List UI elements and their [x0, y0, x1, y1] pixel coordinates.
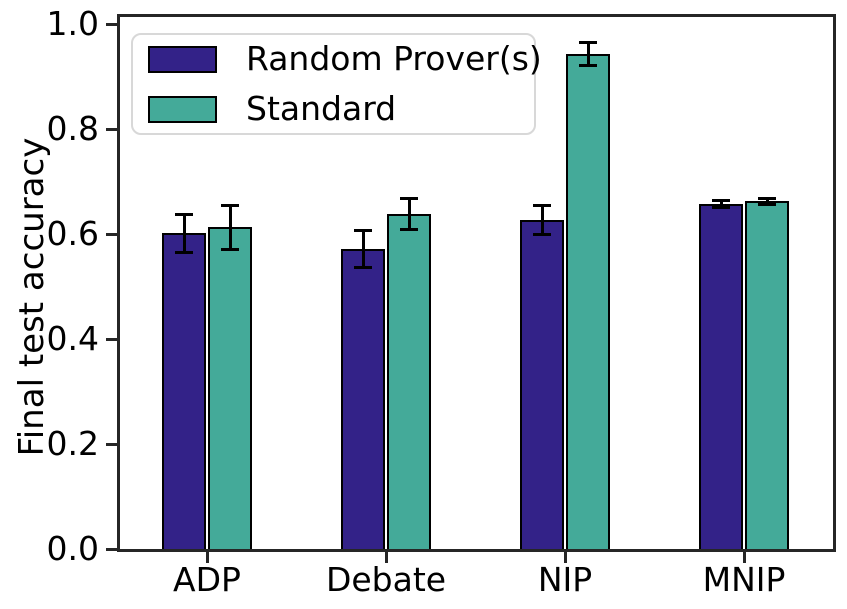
error-bar-line — [361, 230, 365, 268]
x-tick-mark — [205, 551, 209, 563]
error-bar-cap — [221, 203, 239, 207]
error-bar-cap — [712, 206, 730, 210]
bar-debate-random-prover-s — [341, 248, 385, 549]
error-bar-line — [228, 205, 232, 250]
legend-label: Standard — [246, 89, 397, 128]
x-tick-label-mnip: MNIP — [702, 560, 786, 599]
error-bar-line — [719, 200, 723, 208]
bar-nip-random-prover-s — [520, 219, 564, 549]
y-tick-label: 0.6 — [46, 214, 99, 253]
legend-label: Random Prover(s) — [246, 39, 542, 78]
legend-swatch — [148, 45, 217, 73]
error-bar-cap — [354, 228, 372, 232]
error-bar-cap — [579, 40, 597, 44]
error-bar-cap — [175, 251, 193, 255]
y-tick-label: 1.0 — [46, 4, 99, 43]
y-tick-label: 0.0 — [46, 529, 99, 568]
error-bar-line — [407, 198, 411, 230]
error-bar-cap — [712, 198, 730, 202]
x-tick-label-nip: NIP — [537, 560, 593, 599]
x-tick-label-adp: ADP — [173, 560, 241, 599]
y-tick-mark — [106, 337, 119, 341]
bar-debate-standard — [387, 214, 431, 549]
y-tick-label: 0.4 — [46, 319, 99, 358]
error-bar-cap — [533, 233, 551, 237]
y-tick-mark — [106, 127, 119, 131]
bar-adp-standard — [208, 227, 252, 549]
error-bar-cap — [400, 227, 418, 231]
legend: Random Prover(s) Standard — [131, 33, 542, 135]
x-tick-label-debate: Debate — [325, 560, 447, 599]
error-bar-cap — [354, 265, 372, 269]
bar-mnip-standard — [745, 201, 789, 549]
error-bar-cap — [533, 203, 551, 207]
error-bar-line — [540, 205, 544, 235]
error-bar-line — [586, 42, 590, 66]
y-tick-mark — [106, 232, 119, 236]
legend-item-standard: Standard — [148, 88, 534, 130]
y-tick-mark — [106, 442, 119, 446]
y-tick-label: 0.8 — [46, 109, 99, 148]
x-tick-mark — [742, 551, 746, 563]
y-axis-label: Final test accuracy — [12, 137, 52, 457]
bar-nip-standard — [566, 53, 610, 549]
y-tick-mark — [106, 22, 119, 26]
x-tick-mark — [384, 551, 388, 563]
error-bar-cap — [400, 197, 418, 201]
error-bar-cap — [221, 247, 239, 251]
legend-swatch — [148, 95, 217, 123]
error-bar-cap — [758, 203, 776, 207]
error-bar-cap — [175, 212, 193, 216]
y-tick-label: 0.2 — [46, 424, 99, 463]
y-tick-mark — [106, 547, 119, 551]
error-bar-line — [765, 198, 769, 205]
bar-mnip-random-prover-s — [699, 204, 743, 549]
error-bar-line — [182, 214, 186, 253]
bar-adp-random-prover-s — [162, 233, 206, 549]
x-tick-mark — [563, 551, 567, 563]
error-bar-cap — [758, 196, 776, 200]
legend-item-random-provers: Random Prover(s) — [148, 38, 542, 80]
error-bar-cap — [579, 63, 597, 67]
